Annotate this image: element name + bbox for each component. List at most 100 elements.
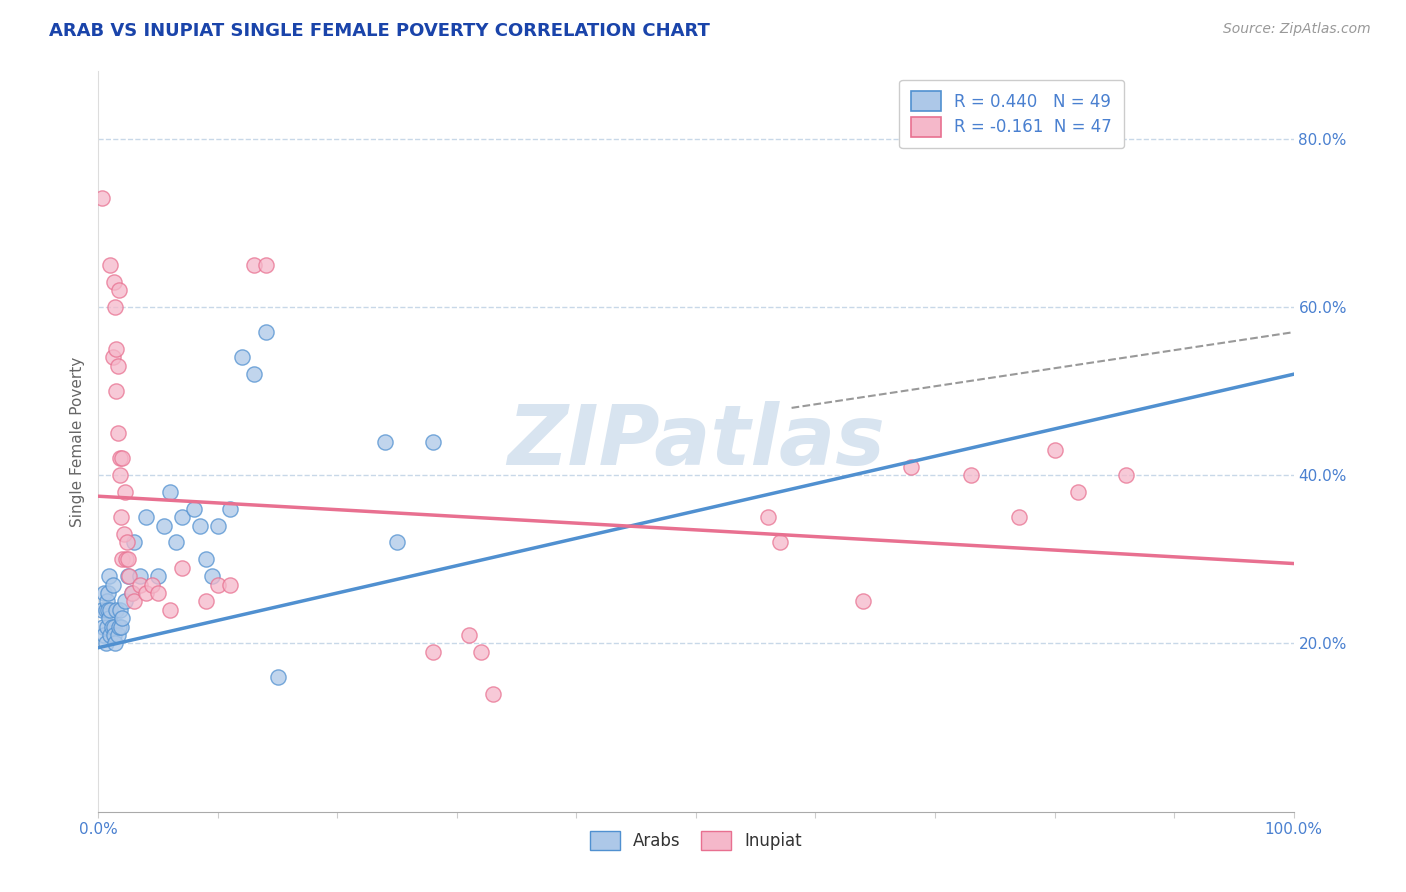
Point [98, 628, 122, 642]
Point [159, 603, 181, 617]
Point [97, 586, 120, 600]
Point [91, 619, 114, 633]
Point [422, 645, 444, 659]
Point [115, 552, 138, 566]
Point [188, 518, 211, 533]
Point [111, 451, 134, 466]
Point [107, 359, 129, 373]
Point [108, 603, 131, 617]
Point [96, 594, 118, 608]
Point [219, 577, 242, 591]
Point [201, 569, 224, 583]
Point [1008, 510, 1031, 524]
Point [481, 687, 505, 701]
Point [852, 594, 875, 608]
Point [1115, 468, 1137, 483]
Point [93, 628, 115, 642]
Point [111, 552, 134, 566]
Point [121, 586, 143, 600]
Point [103, 275, 125, 289]
Point [385, 535, 409, 549]
Point [900, 459, 922, 474]
Point [107, 619, 129, 633]
Point [1043, 442, 1066, 457]
Point [107, 628, 129, 642]
Point [756, 510, 779, 524]
Point [108, 451, 131, 466]
Y-axis label: Single Female Poverty: Single Female Poverty [69, 357, 84, 526]
Point [114, 594, 136, 608]
Point [105, 342, 128, 356]
Point [121, 586, 143, 600]
Point [115, 535, 138, 549]
Point [110, 619, 132, 633]
Point [94, 603, 117, 617]
Point [231, 351, 253, 365]
Point [254, 325, 277, 339]
Point [112, 527, 135, 541]
Point [960, 468, 983, 483]
Point [118, 569, 141, 583]
Point [100, 619, 122, 633]
Point [172, 560, 194, 574]
Point [101, 351, 124, 365]
Point [141, 577, 163, 591]
Point [207, 577, 229, 591]
Point [107, 426, 129, 441]
Point [105, 384, 128, 398]
Point [104, 636, 127, 650]
Point [110, 510, 132, 524]
Text: ARAB VS INUPIAT SINGLE FEMALE POVERTY CORRELATION CHART: ARAB VS INUPIAT SINGLE FEMALE POVERTY CO… [49, 22, 710, 40]
Point [91, 190, 114, 204]
Point [111, 611, 134, 625]
Point [98, 611, 121, 625]
Point [219, 501, 242, 516]
Point [98, 258, 122, 272]
Point [470, 645, 492, 659]
Point [267, 670, 290, 684]
Point [117, 569, 139, 583]
Point [103, 628, 125, 642]
Point [124, 594, 146, 608]
Point [195, 552, 218, 566]
Point [98, 569, 121, 583]
Point [148, 586, 170, 600]
Point [768, 535, 790, 549]
Point [91, 603, 114, 617]
Point [114, 485, 136, 500]
Point [165, 535, 187, 549]
Point [96, 619, 118, 633]
Point [97, 603, 120, 617]
Text: Source: ZipAtlas.com: Source: ZipAtlas.com [1223, 22, 1371, 37]
Point [93, 586, 115, 600]
Point [1067, 485, 1090, 500]
Point [108, 468, 131, 483]
Point [117, 552, 139, 566]
Point [207, 518, 229, 533]
Point [94, 636, 117, 650]
Point [129, 569, 152, 583]
Point [105, 603, 128, 617]
Point [159, 485, 181, 500]
Point [422, 434, 444, 449]
Point [195, 594, 218, 608]
Point [101, 577, 124, 591]
Point [172, 510, 194, 524]
Point [107, 283, 129, 297]
Point [148, 569, 170, 583]
Point [135, 510, 157, 524]
Point [103, 619, 125, 633]
Point [183, 501, 205, 516]
Point [135, 586, 157, 600]
Point [104, 300, 127, 314]
Point [458, 628, 481, 642]
Point [124, 535, 146, 549]
Point [374, 434, 396, 449]
Point [153, 518, 176, 533]
Point [243, 368, 266, 382]
Point [254, 258, 277, 272]
Legend: Arabs, Inupiat: Arabs, Inupiat [583, 824, 808, 856]
Point [129, 577, 152, 591]
Text: ZIPatlas: ZIPatlas [508, 401, 884, 482]
Point [243, 258, 266, 272]
